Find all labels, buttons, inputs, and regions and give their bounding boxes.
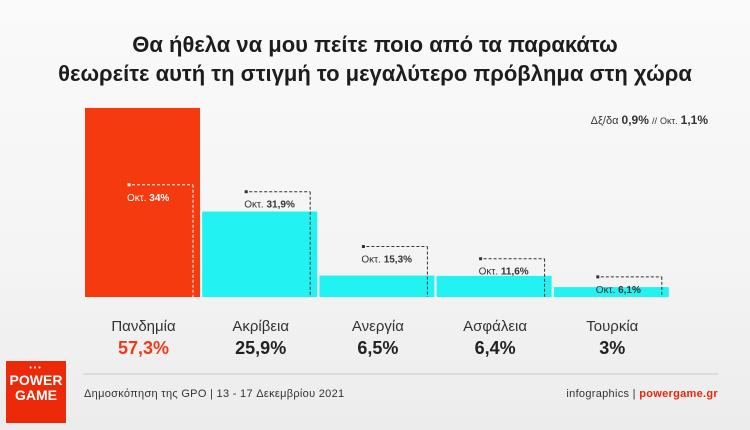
title-line-2: θεωρείτε αυτή τη στιγμή το μεγαλύτερο πρ… [58,61,692,86]
note-sep: // [651,116,657,126]
prev-label-4: Οκτ. 6,1% [596,285,641,296]
value-label: 6,4% [474,338,516,358]
bar-2 [319,275,435,297]
note-prev-value: 1,1% [680,113,708,127]
category-label: Ασφάλεια [463,318,528,335]
prev-marker-1 [244,190,248,194]
prev-label-2: Οκτ. 15,3% [361,255,412,266]
note-value: 0,9% [621,113,649,127]
infographics-label: infographics | [566,388,636,400]
bar-1 [202,211,318,297]
note-label: Δξ/δα [590,115,619,127]
bar-3 [436,275,552,297]
bar-4 [553,287,669,297]
footer-divider [83,373,718,375]
prev-label-1: Οκτ. 31,9% [244,200,295,211]
prev-marker-3 [479,257,483,261]
title-line-1: Θα ήθελα να μου πείτε ποιο από τα παρακά… [132,32,618,57]
site-credit: infographics | powergame.gr [566,388,718,400]
survey-source: Δημοσκόπηση της GPO | 13 - 17 Δεκεμβρίου… [84,388,345,400]
value-label: 3% [599,338,626,358]
category-label: Ανεργία [351,318,404,335]
value-label: 6,5% [357,338,399,358]
bar-chart: Οκτ. 34% Οκτ. 31,9% Οκτ. 15,3% Οκτ. 11,6% Οκ… [85,107,669,297]
prev-marker-2 [361,245,365,249]
prev-label-3: Οκτ. 11,6% [479,267,529,278]
power-game-logo: ••• POWER GAME [6,361,66,423]
value-label: 57,3% [117,338,170,358]
site-link[interactable]: powergame.gr [639,388,718,400]
category-label: Πανδημία [111,318,176,335]
chart-title: Θα ήθελα να μου πείτε ποιο από τα παρακά… [0,30,750,88]
prev-label-0: Οκτ. 34% [127,193,169,204]
note-prev-label: Οκτ. [660,116,678,126]
category-label: Τουρκία [586,318,639,335]
bar-0 [85,107,200,297]
prev-marker-0 [127,183,131,187]
value-label: 25,9% [235,338,287,358]
dont-know-note: Δξ/δα 0,9% // Οκτ. 1,1% [591,113,708,127]
category-label: Ακρίβεια [232,318,290,335]
prev-marker-4 [596,275,600,279]
